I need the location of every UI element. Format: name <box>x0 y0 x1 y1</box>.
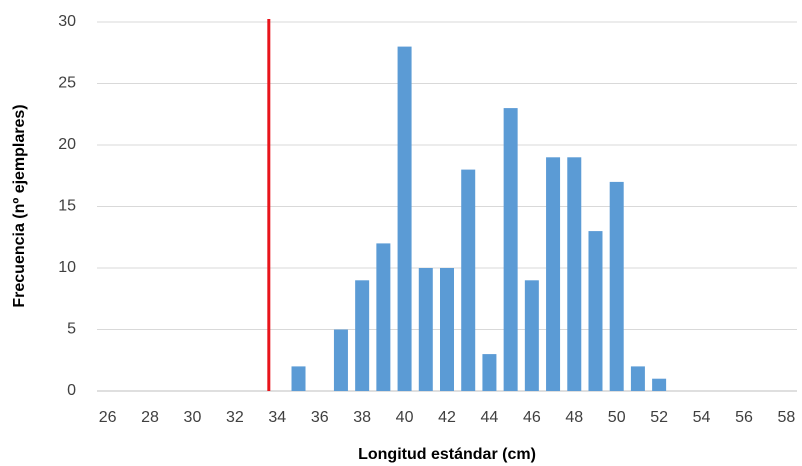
bar <box>291 366 306 391</box>
x-tick-label: 28 <box>141 409 159 426</box>
bar <box>652 378 667 391</box>
x-tick-label: 54 <box>693 409 711 426</box>
x-tick-label: 52 <box>650 409 668 426</box>
bar <box>630 366 645 391</box>
bar <box>588 231 603 391</box>
x-tick-label: 42 <box>438 409 456 426</box>
bar <box>418 268 433 391</box>
y-tick-label: 20 <box>58 136 76 153</box>
x-tick-label: 26 <box>99 409 117 426</box>
bar <box>524 280 539 391</box>
bar <box>461 169 476 391</box>
y-axis-title: Frecuencia (nº ejemplares) <box>11 104 28 307</box>
x-tick-label: 58 <box>777 409 795 426</box>
bar <box>355 280 370 391</box>
y-tick-label: 0 <box>67 382 76 399</box>
x-tick-label: 40 <box>396 409 414 426</box>
bar <box>482 354 497 391</box>
x-tick-label: 38 <box>353 409 371 426</box>
x-tick-label: 46 <box>523 409 541 426</box>
y-tick-label: 25 <box>58 75 76 92</box>
y-tick-label: 5 <box>67 321 76 338</box>
x-tick-label: 36 <box>311 409 329 426</box>
y-tick-label: 15 <box>58 198 76 215</box>
x-tick-label: 48 <box>565 409 583 426</box>
x-tick-label: 34 <box>268 409 286 426</box>
bar <box>567 157 582 391</box>
x-tick-label: 56 <box>735 409 753 426</box>
x-tick-label: 44 <box>481 409 499 426</box>
x-axis-title: Longitud estándar (cm) <box>358 446 536 463</box>
x-tick-label: 32 <box>226 409 244 426</box>
x-tick-label: 50 <box>608 409 626 426</box>
bar <box>333 329 348 391</box>
bar <box>609 181 624 391</box>
x-tick-label: 30 <box>184 409 202 426</box>
y-tick-label: 10 <box>58 259 76 276</box>
bar <box>503 108 518 391</box>
bar <box>397 46 412 391</box>
bar <box>376 243 391 391</box>
bar <box>440 268 454 391</box>
bar <box>546 157 561 391</box>
y-tick-label: 30 <box>58 13 76 30</box>
